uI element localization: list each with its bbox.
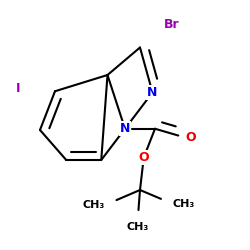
- Text: CH₃: CH₃: [126, 222, 148, 232]
- Text: N: N: [120, 122, 130, 135]
- Text: CH₃: CH₃: [83, 200, 105, 210]
- Text: Br: Br: [164, 18, 180, 32]
- Text: N: N: [147, 86, 158, 99]
- Text: O: O: [185, 131, 196, 144]
- Text: O: O: [138, 151, 149, 164]
- Text: I: I: [16, 82, 20, 95]
- Text: CH₃: CH₃: [172, 199, 195, 209]
